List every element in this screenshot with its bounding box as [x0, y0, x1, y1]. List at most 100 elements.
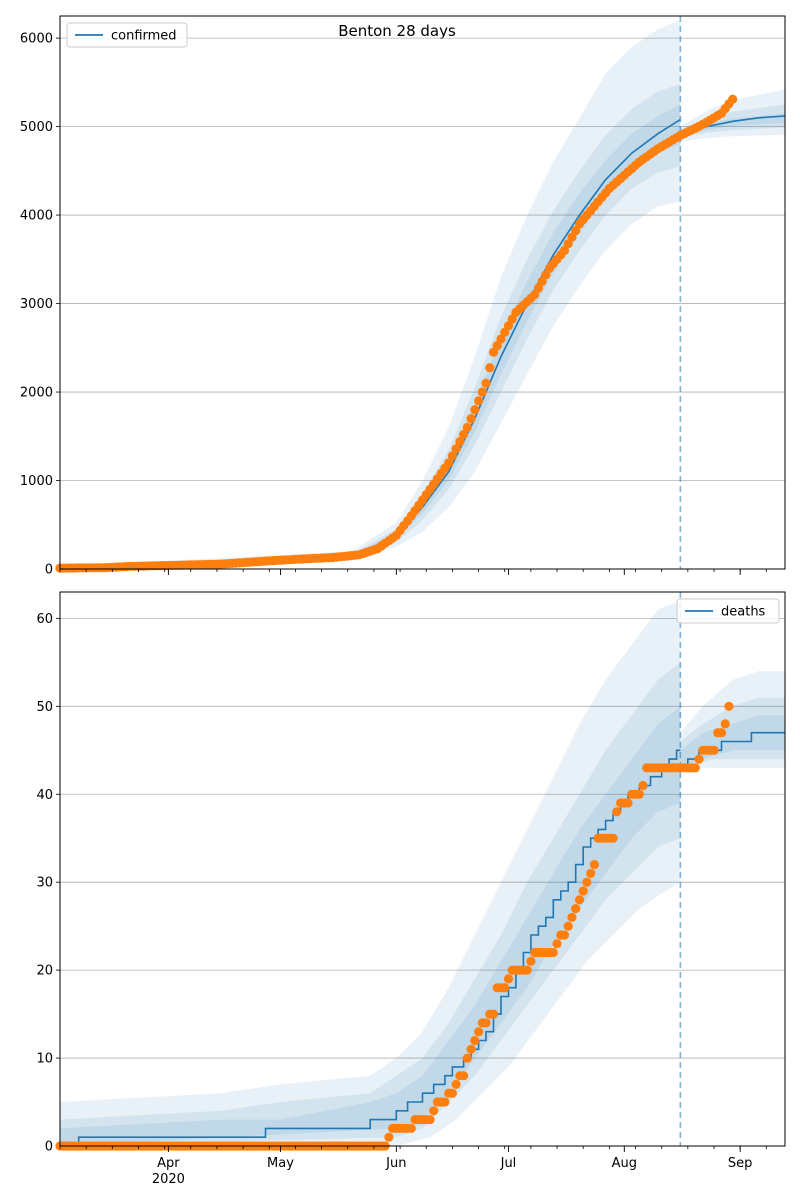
observed-point	[728, 94, 738, 104]
observed-point	[447, 1088, 457, 1098]
observed-point	[474, 396, 484, 406]
axes-frame	[59, 591, 786, 1147]
observed-point	[582, 877, 592, 887]
y-tick-label: 4000	[20, 209, 53, 224]
observed-point	[462, 1053, 472, 1063]
observed-point	[533, 283, 544, 293]
uncertainty-band	[60, 20, 681, 569]
observed-point	[440, 1097, 450, 1107]
observed-point	[455, 437, 465, 447]
observed-point	[638, 780, 648, 791]
observed-point	[444, 458, 454, 468]
observed-point	[406, 1123, 416, 1133]
confirmed-panel: 0 1000 2000 3000 4000 5000 6000 confirmed	[20, 15, 786, 578]
observed-point	[481, 1018, 491, 1028]
observed-point	[574, 895, 585, 905]
observed-point	[466, 1044, 476, 1054]
y-tick-label: 1000	[20, 474, 53, 489]
observed-point	[451, 444, 461, 454]
uncertainty-band	[60, 600, 681, 1146]
y-tick-label: 50	[36, 700, 53, 715]
observed-point	[720, 719, 730, 729]
legend-label: deaths	[721, 605, 766, 620]
observed-point	[552, 939, 562, 949]
observed-point	[496, 334, 506, 344]
y-tick-label: 0	[45, 563, 53, 578]
x-tick-label: Aug	[612, 1156, 637, 1171]
legend-box	[66, 22, 188, 48]
legend: confirmed	[66, 22, 188, 48]
observed-point	[612, 807, 622, 817]
observed-point	[466, 414, 476, 424]
observed-point	[559, 245, 570, 256]
observed-point	[488, 1009, 499, 1019]
observed-point	[500, 983, 510, 993]
observed-point	[384, 1132, 394, 1142]
observed-point	[694, 754, 704, 764]
observed-point	[526, 956, 536, 966]
observed-point	[425, 1115, 435, 1125]
observed-point	[608, 833, 618, 843]
observed-point	[634, 789, 644, 799]
observed-point	[503, 321, 514, 331]
x-tick-label: Jun	[385, 1156, 406, 1171]
observed-point	[522, 965, 532, 975]
projection-band	[680, 671, 785, 768]
observed-point	[586, 868, 596, 879]
observed-point	[459, 1071, 469, 1081]
observed-point	[709, 745, 719, 755]
observed-point	[462, 422, 472, 432]
observed-point	[548, 947, 558, 958]
observed-point	[623, 798, 633, 808]
y-tick-label: 20	[36, 964, 53, 979]
y-tick-label: 2000	[20, 386, 53, 401]
x-tick-label: Jul	[500, 1156, 517, 1171]
observed-point	[429, 1106, 439, 1116]
y-tick-label: 10	[36, 1052, 53, 1067]
projection-band	[680, 113, 785, 136]
y-tick-label: 40	[36, 788, 53, 803]
observed-point	[503, 974, 514, 984]
y-tick-label: 0	[45, 1140, 53, 1155]
legend-label: confirmed	[111, 29, 177, 44]
observed-point	[567, 912, 577, 923]
observed-point	[563, 921, 573, 931]
observed-point	[485, 363, 495, 373]
y-tick-label: 3000	[20, 297, 53, 312]
x-tick-label: Apr	[157, 1156, 180, 1171]
x-year-label: 2020	[152, 1172, 185, 1187]
legend: deaths	[676, 598, 780, 624]
chart-title: Benton 28 days	[338, 22, 456, 40]
observed-point	[589, 860, 600, 870]
y-tick-label: 30	[36, 876, 53, 891]
projection-band	[680, 89, 785, 142]
legend-box	[676, 598, 780, 624]
observed-point	[470, 1035, 480, 1046]
uncertainty-band	[60, 84, 681, 569]
x-tick-label: Sep	[728, 1156, 753, 1171]
observed-point	[578, 886, 588, 896]
y-tick-label: 6000	[20, 32, 53, 47]
observed-point	[474, 1027, 484, 1037]
observed-point	[451, 1079, 461, 1089]
observed-point	[724, 701, 734, 711]
observed-point	[690, 763, 700, 773]
observed-point	[716, 728, 727, 738]
x-tick-label: May	[267, 1156, 294, 1171]
observed-point	[477, 387, 487, 397]
observed-point	[459, 429, 469, 440]
axes-frame	[59, 15, 786, 570]
uncertainty-band	[60, 104, 681, 569]
y-tick-label: 5000	[20, 120, 53, 135]
observed-point	[571, 904, 581, 914]
observed-point	[559, 930, 570, 940]
y-tick-label: 60	[36, 612, 53, 627]
observed-point	[447, 451, 457, 461]
observed-point	[481, 378, 491, 388]
uncertainty-band	[60, 706, 681, 1146]
observed-point	[571, 226, 581, 236]
uncertainty-band	[60, 662, 681, 1146]
observed-point	[470, 405, 480, 415]
